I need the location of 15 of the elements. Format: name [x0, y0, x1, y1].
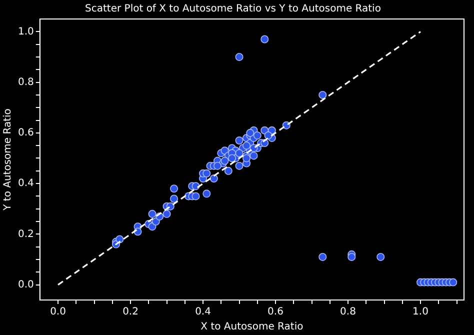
y-tick-label: 0.4: [18, 178, 34, 190]
x-tick-label: 0.6: [268, 306, 284, 318]
y-tick-label: 0.6: [18, 128, 34, 139]
x-tick-label: 0.2: [122, 306, 138, 318]
x-tick-label: 0.4: [195, 306, 211, 318]
y-axis-title: Y to Autosome Ratio: [2, 108, 14, 212]
y-tick-label: 1.0: [18, 26, 34, 38]
chart-title: Scatter Plot of X to Autosome Ratio vs Y to Autosome Ratio: [85, 4, 381, 15]
y-tick-label: 0.2: [18, 228, 34, 240]
x-tick-label: 1.0: [412, 306, 428, 318]
x-axis-title: X to Autosome Ratio: [200, 322, 304, 333]
x-tick-label: 0.0: [50, 306, 66, 318]
y-tick-label: 0.8: [18, 76, 34, 88]
y-tick-label: 0.0: [18, 279, 34, 290]
x-tick-label: 0.8: [340, 306, 356, 318]
